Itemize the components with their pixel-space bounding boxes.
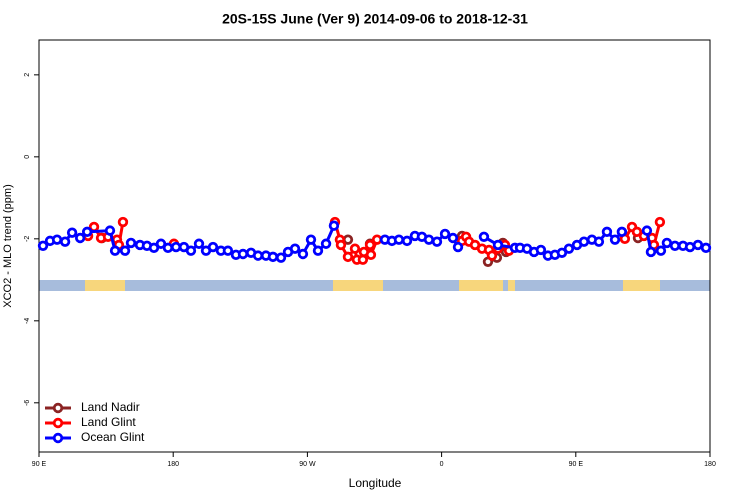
land-band — [85, 280, 125, 291]
point — [393, 234, 405, 245]
point — [423, 234, 435, 245]
point — [148, 242, 160, 254]
point — [452, 241, 464, 253]
x-tick-label: 180 — [704, 461, 716, 468]
point — [185, 245, 197, 256]
point — [328, 220, 340, 231]
y-axis-label: XCO2 - MLO trend (ppm) — [2, 184, 14, 307]
point — [486, 250, 498, 261]
point — [74, 232, 86, 244]
point — [609, 234, 621, 245]
point — [593, 236, 605, 247]
point — [312, 245, 324, 256]
point — [654, 216, 666, 228]
point — [439, 228, 451, 240]
land-band — [459, 280, 503, 291]
point — [104, 225, 116, 236]
point — [59, 236, 71, 247]
point — [601, 226, 613, 238]
point — [125, 237, 137, 249]
point — [661, 237, 673, 249]
point — [222, 245, 234, 256]
point — [492, 239, 504, 251]
point — [51, 234, 63, 245]
point — [267, 251, 279, 263]
surface-band — [39, 280, 710, 291]
point — [684, 241, 696, 253]
point — [109, 245, 121, 256]
legend-marker — [52, 432, 64, 444]
point — [616, 226, 628, 238]
x-tick-label: 90 E — [32, 461, 47, 468]
y-tick-label: -4 — [24, 318, 31, 324]
y-tick-label: -6 — [24, 400, 31, 406]
chart-title: 20S-15S June (Ver 9) 2014-09-06 to 2018-… — [222, 11, 528, 27]
point — [349, 243, 361, 254]
point — [365, 249, 377, 261]
point — [357, 254, 369, 265]
point — [289, 243, 301, 254]
point — [207, 241, 219, 253]
point — [162, 242, 174, 254]
point — [556, 247, 568, 258]
point — [371, 234, 383, 245]
point — [320, 238, 332, 249]
point — [631, 226, 643, 238]
point — [447, 232, 459, 244]
x-tick-label: 180 — [167, 461, 179, 468]
x-tick-label: 90 W — [299, 461, 316, 468]
point — [431, 236, 443, 247]
point — [645, 246, 657, 258]
point — [66, 227, 78, 238]
point — [342, 251, 354, 263]
point — [641, 225, 653, 236]
point — [155, 238, 167, 249]
legend-label: Ocean Glint — [81, 430, 145, 444]
point — [119, 245, 131, 256]
x-tick-label: 90 E — [569, 461, 584, 468]
point — [692, 239, 704, 251]
y-tick-label: 0 — [24, 155, 31, 159]
land-band — [333, 280, 383, 291]
point — [335, 239, 347, 251]
point — [669, 240, 681, 251]
y-tick-label: -2 — [24, 236, 31, 242]
legend-label: Land Nadir — [81, 400, 140, 414]
point — [401, 235, 413, 247]
point — [655, 245, 667, 256]
point — [81, 226, 93, 238]
x-axis-label: Longitude — [349, 476, 402, 490]
point — [297, 248, 309, 260]
point — [578, 236, 590, 247]
point — [252, 250, 264, 261]
point — [478, 231, 490, 242]
point — [275, 252, 287, 263]
point — [305, 234, 317, 245]
point — [535, 244, 547, 256]
point — [237, 248, 249, 260]
point — [364, 239, 376, 251]
point — [193, 238, 205, 249]
land-band — [508, 280, 515, 291]
point — [700, 242, 712, 254]
point — [37, 240, 49, 251]
legend-marker — [52, 417, 64, 429]
legend-label: Land Glint — [81, 415, 136, 429]
legend-marker — [52, 402, 64, 414]
point — [117, 216, 129, 228]
point — [563, 243, 575, 254]
land-band — [623, 280, 660, 291]
point — [170, 241, 182, 253]
y-tick-label: 2 — [24, 73, 31, 77]
x-tick-label: 0 — [440, 461, 444, 468]
